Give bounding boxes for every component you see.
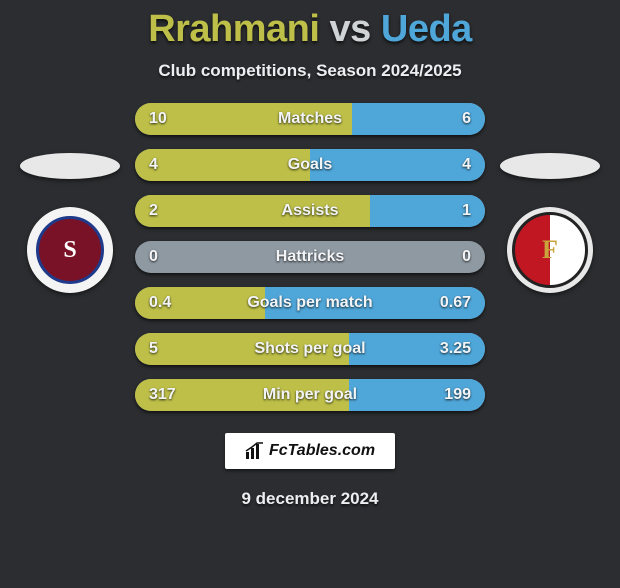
stat-label: Goals [288, 156, 332, 174]
stat-value-left: 317 [149, 386, 176, 404]
stat-value-right: 4 [462, 156, 471, 174]
stat-row: 5 3.25 Shots per goal [135, 333, 485, 365]
stat-label: Matches [278, 110, 342, 128]
stat-row: 4 4 Goals [135, 149, 485, 181]
stat-row: 10 6 Matches [135, 103, 485, 135]
bar-right [310, 149, 485, 181]
stat-value-left: 10 [149, 110, 167, 128]
stat-value-right: 1 [462, 202, 471, 220]
stat-value-left: 0 [149, 248, 158, 266]
branding-text: FcTables.com [269, 442, 375, 460]
branding-icon [245, 442, 265, 460]
stat-value-left: 5 [149, 340, 158, 358]
stat-value-left: 0.4 [149, 294, 171, 312]
stat-value-left: 2 [149, 202, 158, 220]
stat-value-right: 0.67 [440, 294, 471, 312]
stat-value-right: 6 [462, 110, 471, 128]
right-column [490, 153, 610, 293]
club-logo-right [507, 207, 593, 293]
stat-label: Goals per match [247, 294, 372, 312]
vs-text: vs [330, 8, 371, 50]
player2-name: Ueda [381, 8, 472, 50]
date-text: 9 december 2024 [0, 489, 620, 509]
stat-value-right: 0 [462, 248, 471, 266]
stat-label: Assists [282, 202, 339, 220]
subtitle: Club competitions, Season 2024/2025 [0, 61, 620, 81]
stat-label: Shots per goal [254, 340, 365, 358]
stat-value-right: 3.25 [440, 340, 471, 358]
player1-name: Rrahmani [148, 8, 319, 50]
branding-badge: FcTables.com [225, 433, 395, 469]
stats-arena: 10 6 Matches 4 4 Goals 2 1 Assists 0 0 Hattricks 0.4… [0, 103, 620, 411]
stat-row: 0 0 Hattricks [135, 241, 485, 273]
comparison-title: Rrahmani vs Ueda [0, 8, 620, 51]
player2-avatar [500, 153, 600, 179]
left-column [10, 153, 130, 293]
stat-label: Hattricks [276, 248, 344, 266]
stat-row: 0.4 0.67 Goals per match [135, 287, 485, 319]
player1-avatar [20, 153, 120, 179]
stat-row: 2 1 Assists [135, 195, 485, 227]
stat-value-left: 4 [149, 156, 158, 174]
bar-left [135, 149, 310, 181]
stat-value-right: 199 [444, 386, 471, 404]
club-logo-left [27, 207, 113, 293]
stat-rows: 10 6 Matches 4 4 Goals 2 1 Assists 0 0 Hattricks 0.4… [135, 103, 485, 411]
stat-row: 317 199 Min per goal [135, 379, 485, 411]
stat-label: Min per goal [263, 386, 357, 404]
